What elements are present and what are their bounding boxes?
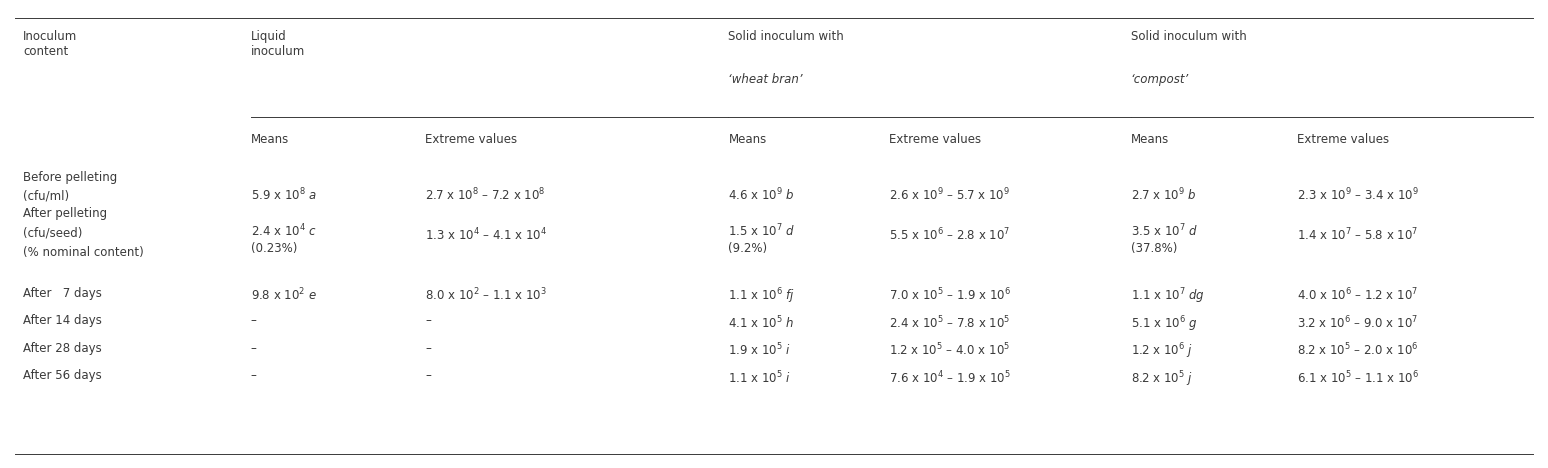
Text: –: – [251, 342, 257, 355]
Text: 1.2 x 10$^{5}$ – 4.0 x 10$^{5}$: 1.2 x 10$^{5}$ – 4.0 x 10$^{5}$ [889, 342, 1011, 358]
Text: 2.4 x 10$^{4}$ $c$: 2.4 x 10$^{4}$ $c$ [251, 222, 316, 239]
Text: Means: Means [1130, 133, 1169, 146]
Text: (cfu/seed): (cfu/seed) [23, 227, 82, 240]
Text: 5.1 x 10$^{6}$ $g$: 5.1 x 10$^{6}$ $g$ [1130, 314, 1197, 334]
Text: Solid inoculum with: Solid inoculum with [1130, 30, 1246, 43]
Text: 2.7 x 10$^{9}$ $b$: 2.7 x 10$^{9}$ $b$ [1130, 187, 1197, 204]
Text: (9.2%): (9.2%) [729, 242, 768, 255]
Text: (37.8%): (37.8%) [1130, 242, 1176, 255]
Text: After 28 days: After 28 days [23, 342, 102, 355]
Text: –: – [251, 314, 257, 327]
Text: (0.23%): (0.23%) [251, 242, 297, 255]
Text: 2.4 x 10$^{5}$ – 7.8 x 10$^{5}$: 2.4 x 10$^{5}$ – 7.8 x 10$^{5}$ [889, 314, 1011, 331]
Text: Solid inoculum with: Solid inoculum with [729, 30, 844, 43]
Text: 6.1 x 10$^{5}$ – 1.1 x 10$^{6}$: 6.1 x 10$^{5}$ – 1.1 x 10$^{6}$ [1297, 369, 1420, 386]
Text: (% nominal content): (% nominal content) [23, 246, 144, 259]
Text: Liquid
inoculum: Liquid inoculum [251, 30, 305, 58]
Text: After pelleting: After pelleting [23, 207, 107, 220]
Text: 5.5 x 10$^{6}$ – 2.8 x 10$^{7}$: 5.5 x 10$^{6}$ – 2.8 x 10$^{7}$ [889, 227, 1011, 243]
Text: 1.1 x 10$^{5}$ $i$: 1.1 x 10$^{5}$ $i$ [729, 369, 791, 386]
Text: Extreme values: Extreme values [889, 133, 981, 146]
Text: Means: Means [251, 133, 289, 146]
Text: 7.0 x 10$^{5}$ – 1.9 x 10$^{6}$: 7.0 x 10$^{5}$ – 1.9 x 10$^{6}$ [889, 287, 1011, 303]
Text: Extreme values: Extreme values [1297, 133, 1390, 146]
Text: Inoculum
content: Inoculum content [23, 30, 77, 58]
Text: 8.2 x 10$^{5}$ $j$: 8.2 x 10$^{5}$ $j$ [1130, 369, 1192, 389]
Text: 4.6 x 10$^{9}$ $b$: 4.6 x 10$^{9}$ $b$ [729, 187, 794, 204]
Text: –: – [426, 314, 430, 327]
Text: 3.5 x 10$^{7}$ $d$: 3.5 x 10$^{7}$ $d$ [1130, 222, 1198, 239]
Text: 1.4 x 10$^{7}$ – 5.8 x 10$^{7}$: 1.4 x 10$^{7}$ – 5.8 x 10$^{7}$ [1297, 227, 1420, 243]
Text: 1.2 x 10$^{6}$ $j$: 1.2 x 10$^{6}$ $j$ [1130, 342, 1192, 361]
Text: 8.2 x 10$^{5}$ – 2.0 x 10$^{6}$: 8.2 x 10$^{5}$ – 2.0 x 10$^{6}$ [1297, 342, 1420, 358]
Text: 8.0 x 10$^{2}$ – 1.1 x 10$^{3}$: 8.0 x 10$^{2}$ – 1.1 x 10$^{3}$ [426, 287, 546, 303]
Text: –: – [426, 369, 430, 382]
Text: (cfu/ml): (cfu/ml) [23, 190, 70, 203]
Text: Means: Means [729, 133, 766, 146]
Text: 1.5 x 10$^{7}$ $d$: 1.5 x 10$^{7}$ $d$ [729, 222, 796, 239]
Text: ‘compost’: ‘compost’ [1130, 73, 1189, 87]
Text: 1.3 x 10$^{4}$ – 4.1 x 10$^{4}$: 1.3 x 10$^{4}$ – 4.1 x 10$^{4}$ [426, 227, 546, 243]
Text: Before pelleting: Before pelleting [23, 171, 118, 184]
Text: 1.1 x 10$^{6}$ $fj$: 1.1 x 10$^{6}$ $fj$ [729, 287, 796, 307]
Text: 4.1 x 10$^{5}$ $h$: 4.1 x 10$^{5}$ $h$ [729, 314, 794, 331]
Text: 2.6 x 10$^{9}$ – 5.7 x 10$^{9}$: 2.6 x 10$^{9}$ – 5.7 x 10$^{9}$ [889, 187, 1011, 204]
Text: 1.1 x 10$^{7}$ $dg$: 1.1 x 10$^{7}$ $dg$ [1130, 287, 1204, 307]
Text: Extreme values: Extreme values [426, 133, 517, 146]
Text: After 56 days: After 56 days [23, 369, 102, 382]
Text: After 14 days: After 14 days [23, 314, 102, 327]
Text: 5.9 x 10$^{8}$ $a$: 5.9 x 10$^{8}$ $a$ [251, 187, 316, 204]
Text: After   7 days: After 7 days [23, 287, 102, 300]
Text: 1.9 x 10$^{5}$ $i$: 1.9 x 10$^{5}$ $i$ [729, 342, 791, 358]
Text: –: – [251, 369, 257, 382]
Text: 3.2 x 10$^{6}$ – 9.0 x 10$^{7}$: 3.2 x 10$^{6}$ – 9.0 x 10$^{7}$ [1297, 314, 1418, 331]
Text: 7.6 x 10$^{4}$ – 1.9 x 10$^{5}$: 7.6 x 10$^{4}$ – 1.9 x 10$^{5}$ [889, 369, 1011, 386]
Text: 4.0 x 10$^{6}$ – 1.2 x 10$^{7}$: 4.0 x 10$^{6}$ – 1.2 x 10$^{7}$ [1297, 287, 1418, 303]
Text: 9.8 x 10$^{2}$ $e$: 9.8 x 10$^{2}$ $e$ [251, 287, 316, 303]
Text: –: – [426, 342, 430, 355]
Text: 2.7 x 10$^{8}$ – 7.2 x 10$^{8}$: 2.7 x 10$^{8}$ – 7.2 x 10$^{8}$ [426, 187, 545, 204]
Text: ‘wheat bran’: ‘wheat bran’ [729, 73, 803, 87]
Text: 2.3 x 10$^{9}$ – 3.4 x 10$^{9}$: 2.3 x 10$^{9}$ – 3.4 x 10$^{9}$ [1297, 187, 1420, 204]
